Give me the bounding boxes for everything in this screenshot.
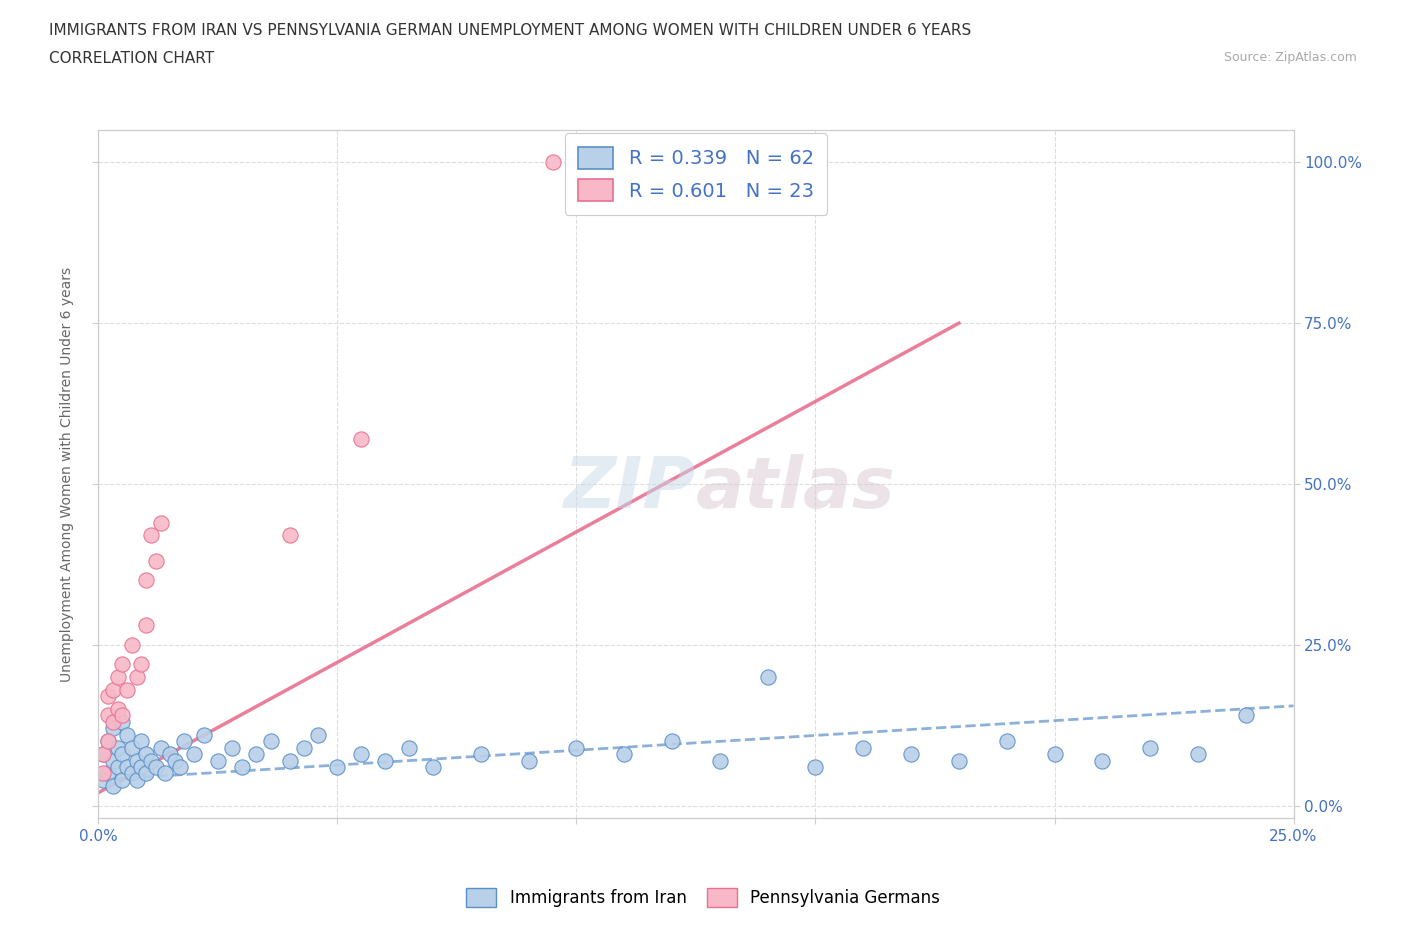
- Point: [159, 747, 181, 762]
- Point: [115, 760, 138, 775]
- Point: [107, 760, 129, 775]
- Text: CORRELATION CHART: CORRELATION CHART: [49, 51, 214, 66]
- Point: [121, 740, 143, 755]
- Text: atlas: atlas: [696, 454, 896, 523]
- Point: [183, 747, 205, 762]
- Point: [145, 760, 167, 775]
- Point: [111, 773, 134, 788]
- Point: [91, 747, 114, 762]
- Text: ZIP: ZIP: [564, 454, 696, 523]
- Point: [131, 734, 153, 749]
- Point: [155, 766, 177, 781]
- Point: [221, 740, 243, 755]
- Point: [135, 766, 157, 781]
- Point: [245, 747, 267, 762]
- Point: [101, 721, 124, 736]
- Point: [900, 747, 922, 762]
- Point: [101, 683, 124, 698]
- Point: [101, 778, 124, 793]
- Point: [125, 773, 148, 788]
- Point: [91, 773, 114, 788]
- Point: [131, 760, 153, 775]
- Legend: Immigrants from Iran, Pennsylvania Germans: Immigrants from Iran, Pennsylvania Germa…: [457, 878, 949, 917]
- Point: [125, 670, 148, 684]
- Point: [101, 714, 124, 729]
- Point: [193, 727, 215, 742]
- Point: [398, 740, 420, 755]
- Point: [422, 760, 444, 775]
- Point: [278, 528, 301, 543]
- Point: [139, 528, 162, 543]
- Point: [125, 753, 148, 768]
- Point: [948, 753, 970, 768]
- Point: [149, 515, 172, 530]
- Point: [163, 753, 186, 768]
- Point: [278, 753, 301, 768]
- Point: [145, 553, 167, 568]
- Point: [111, 657, 134, 671]
- Legend: R = 0.339   N = 62, R = 0.601   N = 23: R = 0.339 N = 62, R = 0.601 N = 23: [565, 133, 827, 215]
- Point: [326, 760, 349, 775]
- Point: [259, 734, 281, 749]
- Point: [107, 670, 129, 684]
- Point: [307, 727, 329, 742]
- Point: [852, 740, 875, 755]
- Point: [756, 670, 779, 684]
- Point: [1139, 740, 1161, 755]
- Y-axis label: Unemployment Among Women with Children Under 6 years: Unemployment Among Women with Children U…: [60, 267, 75, 682]
- Point: [350, 432, 373, 446]
- Point: [97, 708, 120, 723]
- Point: [111, 708, 134, 723]
- Point: [139, 753, 162, 768]
- Point: [111, 747, 134, 762]
- Point: [661, 734, 683, 749]
- Point: [292, 740, 315, 755]
- Point: [470, 747, 492, 762]
- Point: [374, 753, 396, 768]
- Point: [107, 701, 129, 716]
- Point: [169, 760, 191, 775]
- Point: [115, 683, 138, 698]
- Point: [1234, 708, 1257, 723]
- Point: [107, 740, 129, 755]
- Point: [111, 714, 134, 729]
- Point: [97, 734, 120, 749]
- Point: [231, 760, 253, 775]
- Point: [97, 689, 120, 704]
- Point: [131, 657, 153, 671]
- Point: [995, 734, 1018, 749]
- Point: [97, 766, 120, 781]
- Point: [804, 760, 827, 775]
- Point: [1043, 747, 1066, 762]
- Point: [135, 747, 157, 762]
- Point: [709, 753, 731, 768]
- Point: [135, 618, 157, 633]
- Point: [517, 753, 540, 768]
- Point: [121, 766, 143, 781]
- Point: [350, 747, 373, 762]
- Point: [1091, 753, 1114, 768]
- Point: [565, 740, 588, 755]
- Point: [207, 753, 229, 768]
- Point: [173, 734, 195, 749]
- Point: [91, 766, 114, 781]
- Point: [149, 740, 172, 755]
- Point: [121, 637, 143, 652]
- Point: [541, 155, 564, 170]
- Point: [115, 727, 138, 742]
- Point: [1187, 747, 1209, 762]
- Point: [91, 747, 114, 762]
- Point: [613, 747, 636, 762]
- Point: [97, 734, 120, 749]
- Point: [101, 753, 124, 768]
- Text: IMMIGRANTS FROM IRAN VS PENNSYLVANIA GERMAN UNEMPLOYMENT AMONG WOMEN WITH CHILDR: IMMIGRANTS FROM IRAN VS PENNSYLVANIA GER…: [49, 23, 972, 38]
- Point: [135, 573, 157, 588]
- Text: Source: ZipAtlas.com: Source: ZipAtlas.com: [1223, 51, 1357, 64]
